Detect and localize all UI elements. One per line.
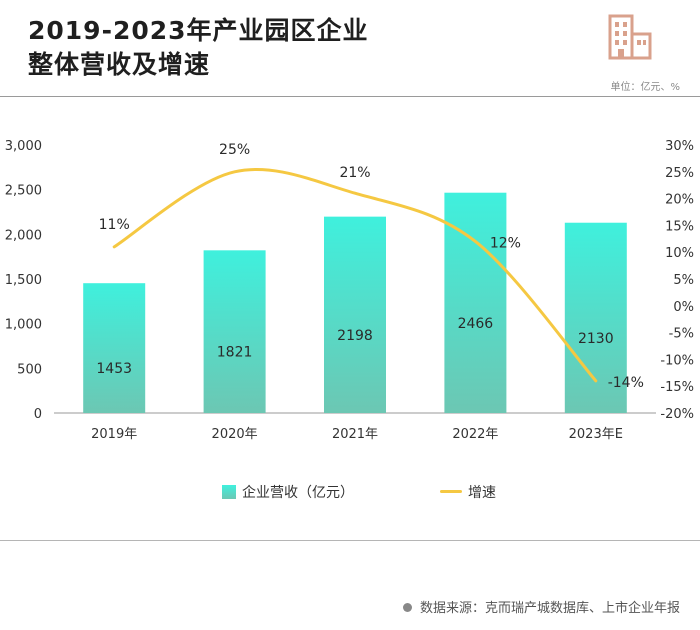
bar-value-label: 2130 (578, 331, 614, 347)
right-axis: -20% -15% -10% -5% 0% 5% 10% 15% 20% 25% 30% (660, 139, 694, 422)
right-tick-label: 5% (673, 273, 694, 288)
left-tick-label: 1,500 (5, 273, 42, 288)
legend-item-growth: 增速 (440, 482, 496, 502)
x-axis-labels: 2019年 2020年 2021年 2022年 2023年E (91, 427, 623, 442)
right-tick-label: -15% (660, 380, 694, 395)
bar (83, 283, 146, 413)
x-tick-label: 2019年 (91, 427, 137, 442)
left-tick-label: 2,500 (5, 184, 42, 199)
growth-value-label: 11% (99, 217, 130, 233)
x-tick-label: 2020年 (212, 427, 258, 442)
source-note: 数据来源：克而瑞产城数据库、上市企业年报 (402, 597, 680, 616)
x-tick-label: 2023年E (569, 427, 623, 442)
bullet-icon (402, 603, 412, 612)
left-tick-label: 1,000 (5, 318, 42, 333)
right-tick-label: -10% (660, 353, 694, 368)
growth-value-label: 21% (339, 165, 370, 181)
bar-value-labels: 1453 1821 2198 2466 2130 (96, 316, 613, 377)
growth-value-labels: 11% 25% 21% 12% -14% (99, 142, 644, 391)
growth-value-label: -14% (608, 375, 644, 391)
left-axis: 0 500 1,000 1,500 2,000 2,500 3,000 (5, 139, 42, 422)
left-tick-label: 2,000 (5, 228, 42, 243)
growth-value-label: 25% (219, 142, 250, 158)
x-tick-label: 2021年 (332, 427, 378, 442)
bar-series (83, 192, 627, 413)
legend-bar-swatch (222, 485, 236, 499)
right-tick-label: 0% (673, 300, 694, 315)
right-tick-label: 30% (665, 139, 694, 154)
left-tick-label: 3,000 (5, 139, 42, 154)
growth-line (112, 167, 598, 383)
legend-bar-label: 企业营收（亿元） (242, 485, 354, 501)
legend-line-swatch (440, 490, 462, 493)
bar (324, 216, 386, 413)
bar-value-label: 1453 (96, 361, 132, 377)
bar (203, 250, 266, 413)
right-tick-label: 10% (665, 246, 694, 261)
right-tick-label: -5% (669, 327, 694, 342)
bar (444, 192, 507, 413)
footer-divider (0, 540, 700, 541)
header-divider (0, 96, 700, 97)
bar-value-label: 1821 (217, 345, 253, 361)
right-tick-label: -20% (660, 407, 694, 422)
left-tick-label: 0 (34, 407, 42, 422)
legend-line-label: 增速 (468, 485, 496, 501)
title-line-1: 2019-2023年产业园区企业 (28, 16, 369, 45)
growth-value-label: 12% (490, 235, 521, 251)
right-tick-label: 20% (665, 193, 694, 208)
title-line-2: 整体营收及增速 (28, 50, 211, 79)
bar-value-label: 2198 (337, 328, 373, 344)
unit-label: 单位：亿元、% (610, 82, 680, 93)
combo-chart: 0 500 1,000 1,500 2,000 2,500 3,000 -20% -15% -1… (5, 139, 694, 442)
building-icon (608, 14, 652, 60)
right-tick-label: 25% (665, 166, 694, 181)
source-text: 数据来源：克而瑞产城数据库、上市企业年报 (419, 601, 680, 616)
legend-item-revenue: 企业营收（亿元） (222, 482, 354, 502)
right-tick-label: 15% (665, 219, 694, 234)
x-tick-label: 2022年 (452, 427, 498, 442)
left-tick-label: 500 (17, 362, 42, 377)
chart-title: 2019-2023年产业园区企业 整体营收及增速 (28, 14, 369, 82)
bar-value-label: 2466 (458, 316, 494, 332)
